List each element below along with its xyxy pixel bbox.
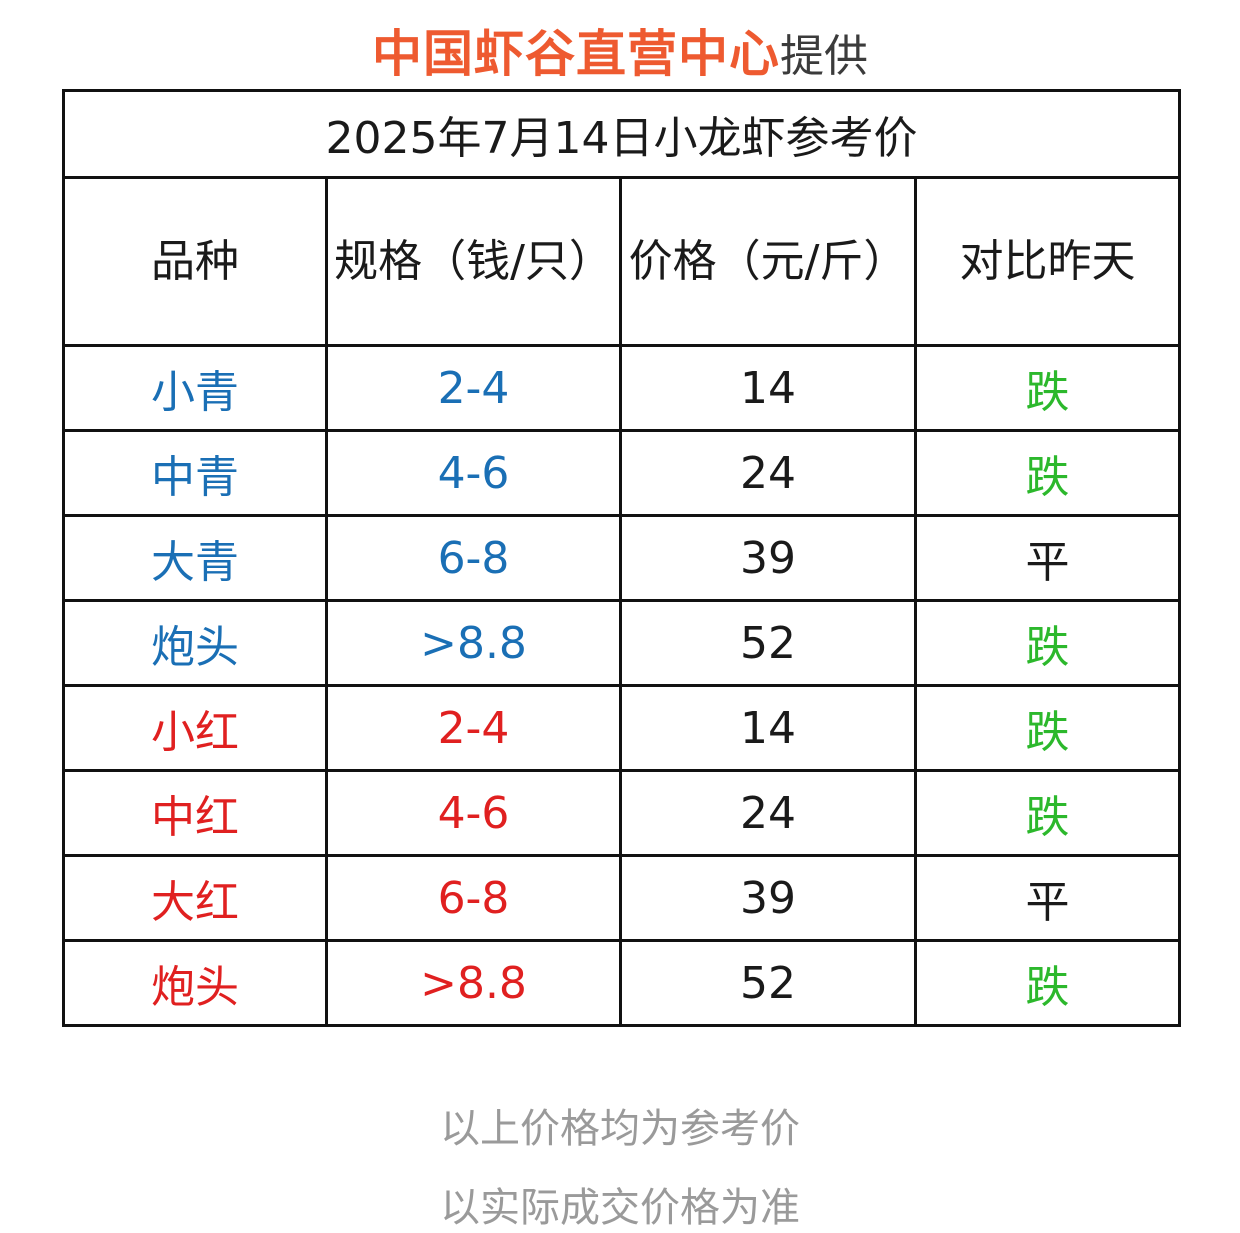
price-cell: 39 xyxy=(619,514,917,602)
variety-cell: 大青 xyxy=(62,514,328,602)
variety-cell: 中红 xyxy=(62,769,328,857)
price-cell: 24 xyxy=(619,769,917,857)
footer-note-1: 以上价格均为参考价 xyxy=(440,1106,800,1152)
table-row: 中红 4-6 24 跌 xyxy=(62,769,1182,857)
spec-cell: 4-6 xyxy=(325,429,622,517)
price-cell: 14 xyxy=(619,344,917,432)
trend-cell: 跌 xyxy=(913,939,1182,1027)
table-title-row: 2025年7月14日小龙虾参考价 xyxy=(61,89,1182,179)
column-header-spec: 规格（钱/只） xyxy=(325,176,622,347)
footer-note-2: 以实际成交价格为准 xyxy=(440,1185,800,1231)
table-row: 大青 6-8 39 平 xyxy=(62,514,1182,602)
trend-cell: 跌 xyxy=(913,429,1182,517)
trend-cell: 平 xyxy=(913,514,1182,602)
table-row: 炮头 >8.8 52 跌 xyxy=(62,939,1182,1027)
column-header-trend: 对比昨天 xyxy=(913,176,1182,347)
trend-cell: 平 xyxy=(913,854,1182,942)
header: 中国虾谷直营中心提供 xyxy=(0,14,1240,83)
price-cell: 39 xyxy=(619,854,917,942)
column-header-variety: 品种 xyxy=(62,176,328,347)
spec-cell: 6-8 xyxy=(325,514,622,602)
price-table: 2025年7月14日小龙虾参考价 品种 规格（钱/只） 价格（元/斤） 对比昨天… xyxy=(61,89,1182,1027)
variety-cell: 炮头 xyxy=(62,939,328,1027)
table-body: 小青 2-4 14 跌中青 4-6 24 跌大青 6-8 39 平炮头 >8.8 52 跌小红 2-4 14… xyxy=(62,344,1182,1027)
price-cell: 52 xyxy=(619,599,917,687)
table-row: 小青 2-4 14 跌 xyxy=(62,344,1182,432)
price-cell: 14 xyxy=(619,684,917,772)
spec-cell: 6-8 xyxy=(325,854,622,942)
variety-cell: 小红 xyxy=(62,684,328,772)
table-row: 大红 6-8 39 平 xyxy=(62,854,1182,942)
spec-cell: 2-4 xyxy=(325,344,622,432)
price-cell: 24 xyxy=(619,429,917,517)
price-cell: 52 xyxy=(619,939,917,1027)
table-row: 小红 2-4 14 跌 xyxy=(62,684,1182,772)
trend-cell: 跌 xyxy=(913,344,1182,432)
variety-cell: 炮头 xyxy=(62,599,328,687)
brand-name: 中国虾谷直营中心 xyxy=(372,25,780,83)
provided-by-label: 提供 xyxy=(780,31,868,82)
variety-cell: 中青 xyxy=(62,429,328,517)
spec-cell: >8.8 xyxy=(325,599,622,687)
variety-cell: 小青 xyxy=(62,344,328,432)
trend-cell: 跌 xyxy=(913,769,1182,857)
table-title: 2025年7月14日小龙虾参考价 xyxy=(61,89,1182,179)
column-header-price: 价格（元/斤） xyxy=(619,176,917,347)
table-header-row: 品种 规格（钱/只） 价格（元/斤） 对比昨天 xyxy=(62,176,1182,347)
spec-cell: 2-4 xyxy=(325,684,622,772)
table-row: 中青 4-6 24 跌 xyxy=(62,429,1182,517)
spec-cell: >8.8 xyxy=(325,939,622,1027)
variety-cell: 大红 xyxy=(62,854,328,942)
trend-cell: 跌 xyxy=(913,599,1182,687)
trend-cell: 跌 xyxy=(913,684,1182,772)
table-row: 炮头 >8.8 52 跌 xyxy=(62,599,1182,687)
spec-cell: 4-6 xyxy=(325,769,622,857)
